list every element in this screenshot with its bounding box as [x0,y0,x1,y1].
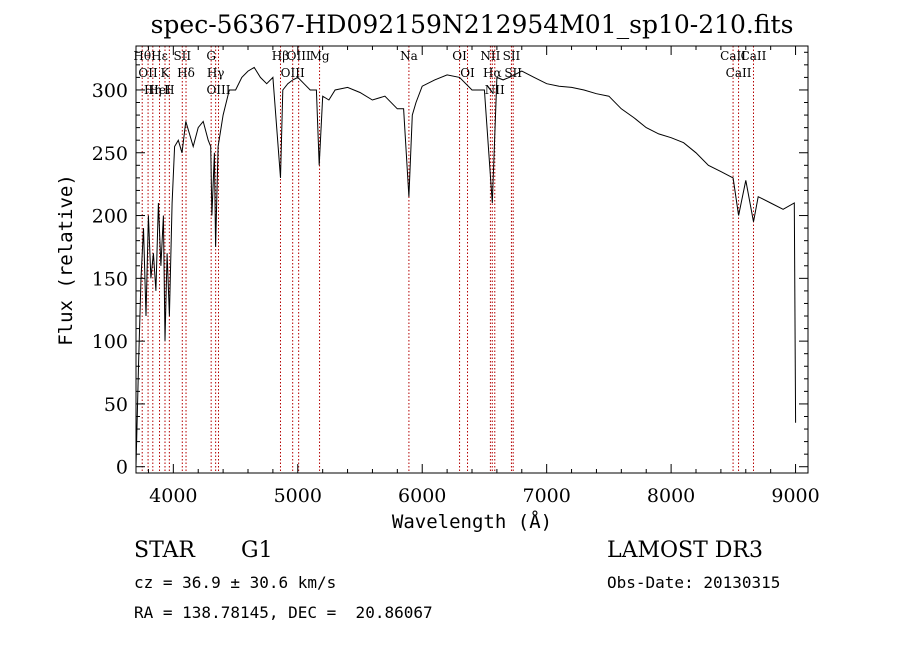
line-label: Na [400,49,418,63]
y-tick-label: 150 [92,268,128,290]
line-label: K [161,66,171,80]
line-label: Hδ [177,66,195,80]
x-tick-label: 6000 [398,485,446,507]
line-label: OI [460,66,475,80]
y-tick-label: 0 [116,457,128,479]
line-label: Hγ [207,66,225,80]
line-label: NII [480,49,500,63]
x-axis: 4000 5000 6000 7000 8000 9000 [147,46,820,507]
line-label: Hθ [133,49,151,63]
line-label: HeI [148,83,171,97]
line-label: H [164,83,174,97]
y-tick-label: 250 [92,143,128,165]
line-label: OII [138,66,158,80]
x-tick-label: 7000 [522,485,570,507]
line-label: Hα [483,66,502,80]
survey-name: LAMOST DR3 [607,538,763,563]
line-label: OIII [281,66,305,80]
y-tick-label: 300 [92,80,128,102]
y-tick-label: 200 [92,206,128,228]
y-tick-label: 50 [104,394,128,416]
object-class: STAR [134,538,195,563]
line-label: OIII [287,49,311,63]
line-label: SII [173,49,191,63]
x-tick-label: 9000 [771,485,819,507]
line-label: Hη [144,83,162,97]
line-label: Hβ [272,49,289,63]
x-tick-label: 4000 [149,485,197,507]
spectral-line-markers [141,46,754,473]
line-label: SII [504,66,522,80]
line-label: SII [503,49,521,63]
y-axis-label: Flux (relative) [55,174,77,346]
line-label: OIII [206,83,230,97]
line-label: Hε [151,49,168,63]
line-label: CaII [726,66,752,80]
y-axis: 0 50 100 150 200 250 300 [92,51,808,479]
plot-frame [135,45,809,474]
y-tick-label: 100 [92,331,128,353]
line-label: CaII [720,49,746,63]
line-label: NII [485,83,505,97]
line-label: CaII [741,49,767,63]
line-label: Mg [310,49,330,63]
redshift-velocity: cz = 36.9 ± 30.6 km/s [134,573,337,592]
ra-dec-coordinates: RA = 138.78145, DEC = 20.86067 [134,603,433,622]
x-tick-label: 8000 [647,485,695,507]
spectrum-line [135,66,797,467]
x-tick-label: 5000 [274,485,322,507]
line-label: G [206,49,216,63]
object-subclass: G1 [241,538,273,563]
observation-date: Obs-Date: 20130315 [607,573,781,592]
chart-title: spec-56367-HD092159N212954M01_sp10-210.f… [151,10,794,39]
line-label: OI [452,49,467,63]
x-axis-label: Wavelength (Å) [392,510,552,533]
